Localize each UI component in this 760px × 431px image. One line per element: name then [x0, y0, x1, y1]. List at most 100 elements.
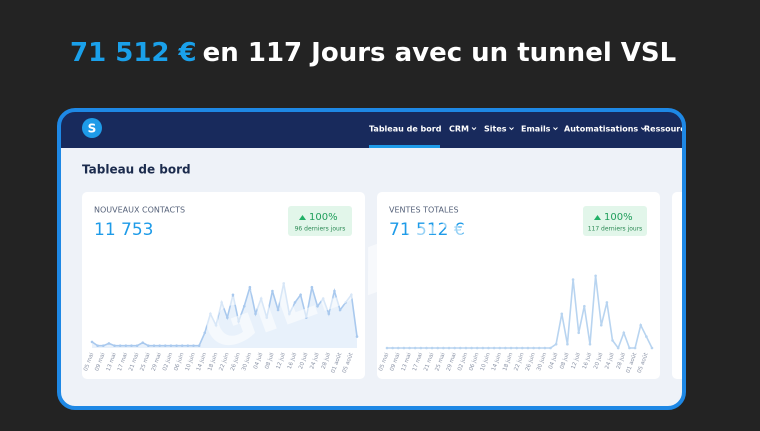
navbar	[59, 110, 684, 148]
point	[152, 344, 156, 348]
x-tick-label: 20 juil	[298, 352, 310, 370]
point	[504, 346, 507, 350]
point	[203, 331, 207, 335]
nav-item[interactable]: Tableau de bord	[369, 125, 442, 134]
point	[259, 297, 263, 300]
point	[209, 312, 212, 316]
point	[498, 346, 502, 350]
x-tick-label: 20 juil	[593, 352, 605, 370]
point	[276, 308, 280, 312]
point	[265, 316, 269, 319]
point	[526, 346, 530, 350]
point	[594, 274, 597, 278]
area	[92, 283, 357, 348]
point	[605, 301, 609, 304]
nav-item[interactable]: CRM	[449, 125, 469, 134]
nav: Tableau de bord CRM Sites Emails Automatisat…	[369, 125, 691, 134]
point	[231, 293, 235, 297]
badge-value: 100%	[604, 212, 633, 223]
point	[633, 346, 637, 350]
point	[447, 346, 451, 350]
point	[464, 346, 468, 350]
point	[113, 344, 116, 348]
logo[interactable]	[82, 118, 102, 138]
point	[163, 344, 167, 348]
point	[402, 346, 406, 350]
nav-chevron	[509, 127, 514, 131]
point	[475, 346, 479, 350]
point	[419, 346, 423, 350]
point	[158, 344, 161, 348]
nav-item[interactable]: Automatisations	[564, 125, 638, 134]
card-value: 71 512 €	[389, 220, 465, 240]
cards: NOUVEAUX CONTACTS 11 753 100% 96 derniers j…	[82, 192, 660, 379]
point	[192, 344, 195, 348]
point	[220, 301, 223, 304]
point	[135, 344, 139, 348]
x-tick-label: 16 juil	[582, 352, 594, 370]
x-tick-label: 28 juil	[616, 352, 628, 370]
point	[425, 346, 428, 350]
x-tick-label: 04 juil	[548, 352, 560, 370]
point	[611, 339, 614, 342]
point	[237, 320, 240, 323]
page-title: Tableau de bord	[82, 163, 191, 177]
point	[413, 346, 417, 350]
point	[107, 342, 111, 345]
x-tick-label: 16 juil	[287, 352, 299, 370]
point	[645, 335, 648, 338]
point	[650, 346, 654, 350]
point	[271, 289, 274, 293]
point	[214, 323, 218, 327]
point	[549, 346, 552, 350]
point	[430, 346, 434, 350]
point	[344, 301, 348, 304]
point	[436, 346, 440, 350]
badge-bg	[583, 206, 647, 236]
point	[310, 285, 314, 289]
point	[316, 304, 319, 308]
point	[385, 346, 389, 350]
point	[197, 344, 201, 348]
point	[628, 346, 631, 350]
nav-item[interactable]: Emails	[521, 125, 551, 134]
nav-chevron	[553, 127, 558, 131]
card-value: 11 753	[94, 220, 153, 240]
point	[299, 293, 302, 297]
point	[118, 344, 122, 348]
point	[338, 308, 342, 312]
window-border	[57, 108, 686, 410]
point	[254, 312, 257, 316]
point	[293, 301, 297, 304]
headline-rest: en 117 Jours avec un tunnel VSL	[203, 38, 677, 68]
point	[226, 316, 229, 319]
point	[560, 312, 564, 316]
point	[458, 346, 462, 350]
point	[248, 285, 252, 289]
point	[288, 312, 291, 316]
point	[321, 297, 325, 300]
point	[583, 304, 586, 308]
headline-highlight: 71 512 €	[70, 38, 197, 68]
card: NOUVEAUX CONTACTS 11 753 100% 96 derniers j…	[82, 192, 365, 379]
point	[304, 316, 308, 319]
point	[492, 346, 496, 350]
point	[442, 346, 445, 350]
x-tick-label: 24 juil	[309, 352, 321, 370]
point	[532, 346, 535, 350]
point	[470, 346, 473, 350]
nav-item[interactable]: Sites	[484, 125, 507, 134]
card-label: VENTES TOTALES	[389, 206, 459, 215]
card: VENTES TOTALES 71 512 € 100% 117 derniers j…	[377, 192, 660, 379]
point	[453, 346, 456, 350]
point	[571, 278, 575, 281]
nav-item[interactable]: Ressource	[644, 125, 691, 134]
nav-chevron	[640, 127, 646, 131]
x-tick-label: 12 juil	[571, 352, 583, 370]
point	[509, 346, 513, 350]
point	[588, 342, 592, 346]
point	[180, 344, 184, 348]
point	[101, 344, 105, 348]
point	[487, 346, 490, 350]
point	[96, 344, 99, 348]
